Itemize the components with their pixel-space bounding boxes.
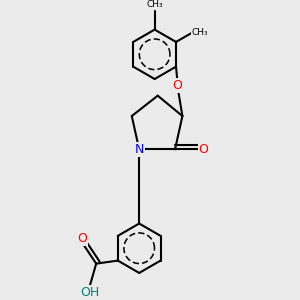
Text: O: O — [199, 143, 208, 156]
Text: O: O — [172, 79, 182, 92]
Text: N: N — [134, 143, 144, 156]
Text: CH₃: CH₃ — [192, 28, 208, 37]
Text: O: O — [78, 232, 88, 245]
Text: CH₃: CH₃ — [146, 0, 163, 9]
Text: OH: OH — [80, 286, 100, 299]
